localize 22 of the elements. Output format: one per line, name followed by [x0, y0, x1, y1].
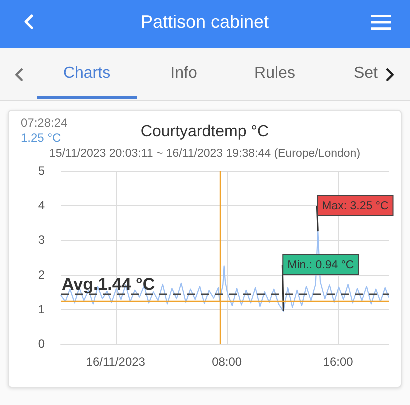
text: Info [170, 65, 198, 83]
text: 1.25 °C [21, 131, 62, 145]
y-tick-label: 1 [38, 302, 46, 316]
annotation: Min.: 0.94 °C [288, 259, 354, 272]
y-tick-label: 4 [38, 198, 46, 213]
chart-title: Courtyardtemp °C [140, 124, 270, 140]
x-tick-label: 16:00 [323, 355, 354, 369]
y-tick-label: 0 [38, 337, 46, 351]
text: Pattison cabinet [140, 12, 270, 33]
text: Charts [62, 65, 112, 83]
text: Rules [254, 65, 296, 83]
annotation: Max: 3.25 °C [322, 200, 389, 213]
y-tick-label: 3 [38, 233, 46, 248]
chart-subtitle: 15/11/2023 20:03:11 ~ 16/11/2023 19:38:44 (Europe/London) [49, 148, 361, 160]
x-tick-label: 16/11/2023 [86, 355, 146, 369]
y-tick-label: 2 [38, 268, 46, 282]
text: Set [352, 65, 379, 83]
ref-line-label: Avg.1.44 °C [62, 275, 156, 294]
y-tick-label: 5 [38, 164, 46, 178]
text: 07:28:24 [21, 116, 68, 130]
x-tick-label: 08:00 [212, 355, 242, 369]
line-series [60, 231, 390, 312]
